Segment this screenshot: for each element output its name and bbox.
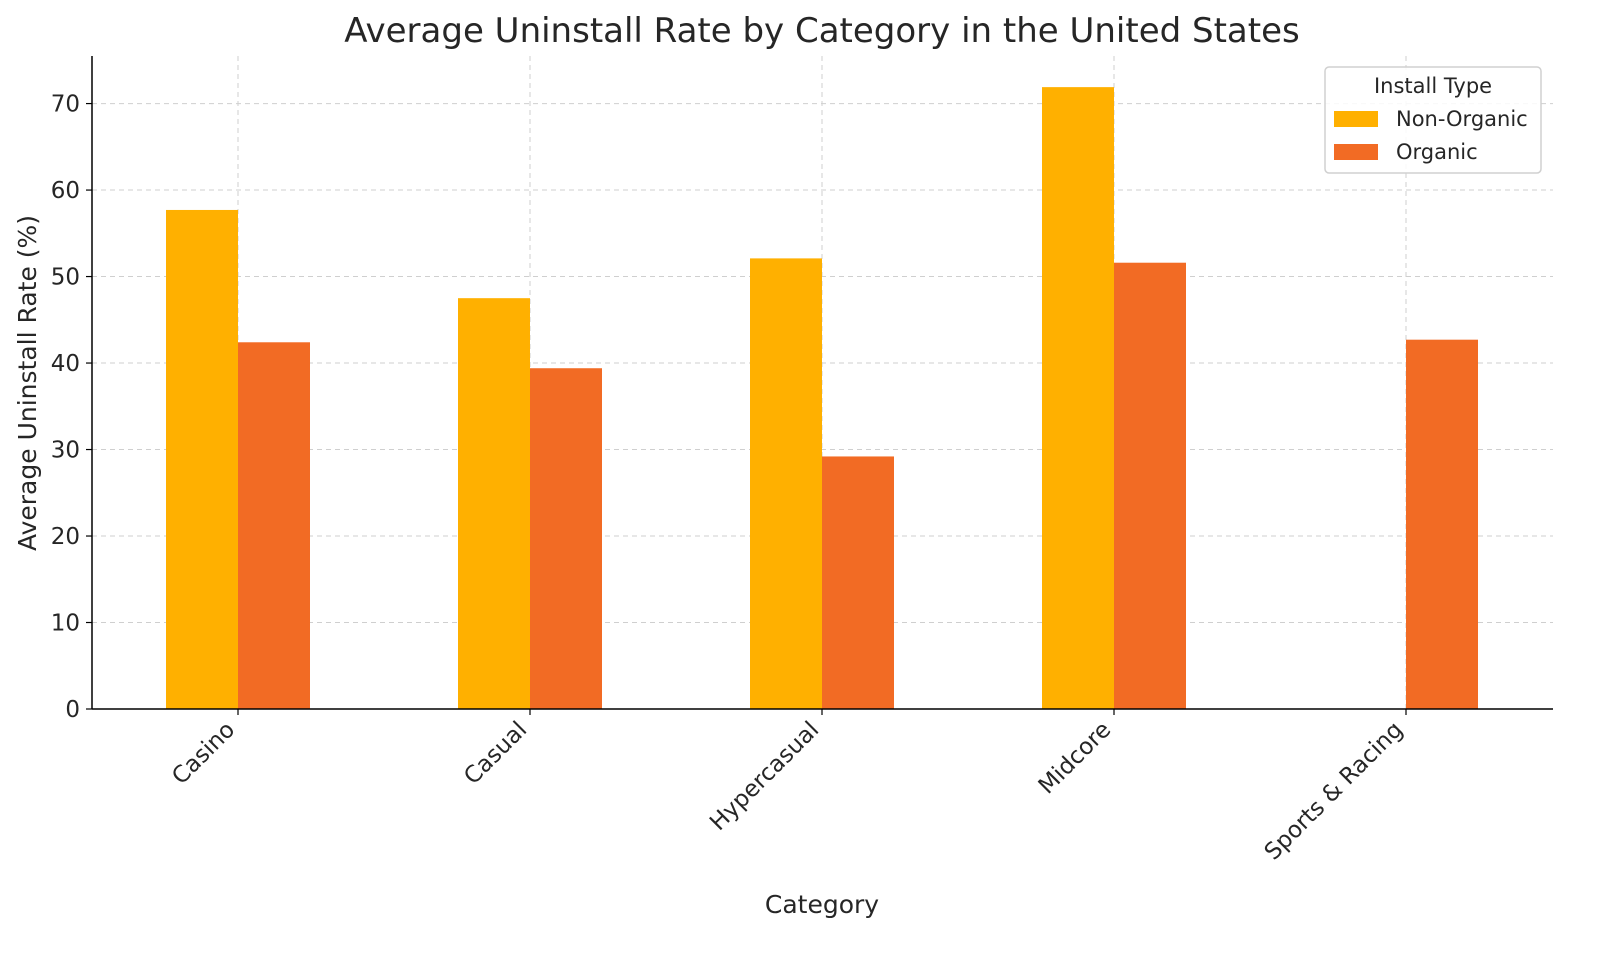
- legend: Install Type Non-Organic Organic: [1324, 66, 1542, 174]
- y-tick-label: 40: [51, 351, 80, 377]
- y-tick-label: 10: [51, 611, 80, 637]
- x-tick-label: Midcore: [1034, 717, 1116, 799]
- x-ticks: Casino Casual Hypercasual Midcore Sports & R…: [167, 709, 1408, 865]
- y-ticks: 0 10 20 30 40 50 60 70: [51, 92, 92, 723]
- legend-label-organic: Organic: [1396, 140, 1478, 164]
- x-tick-label: Casino: [167, 717, 240, 790]
- y-tick-label: 50: [51, 265, 80, 291]
- chart-title: Average Uninstall Rate by Category in th…: [344, 11, 1299, 51]
- y-tick-label: 30: [51, 438, 80, 464]
- bar-organic-casino: [238, 342, 310, 709]
- bar-non-organic-casual: [458, 298, 530, 709]
- y-tick-label: 20: [51, 524, 80, 550]
- bar-non-organic-casino: [166, 209, 238, 709]
- x-axis-title: Category: [765, 890, 879, 919]
- x-tick-label: Hypercasual: [705, 717, 824, 836]
- bar-organic-sports-racing: [1406, 339, 1478, 709]
- legend-items: Non-Organic Organic: [1334, 107, 1528, 164]
- x-tick-label: Casual: [459, 717, 532, 790]
- legend-title: Install Type: [1374, 74, 1492, 98]
- x-tick-label: Sports & Racing: [1260, 717, 1409, 866]
- y-tick-label: 60: [51, 178, 80, 204]
- y-tick-label: 70: [51, 92, 80, 118]
- bar-organic-midcore: [1114, 262, 1186, 709]
- legend-label-non-organic: Non-Organic: [1396, 107, 1528, 131]
- bar-organic-casual: [530, 368, 602, 709]
- legend-swatch-organic: [1334, 144, 1378, 160]
- y-axis-title: Average Uninstall Rate (%): [13, 215, 42, 551]
- bar-non-organic-midcore: [1042, 87, 1114, 710]
- y-tick-label: 0: [65, 697, 80, 723]
- bars: [166, 87, 1478, 710]
- legend-box: [1324, 66, 1542, 174]
- bar-non-organic-hypercasual: [750, 258, 822, 709]
- bar-organic-hypercasual: [822, 456, 894, 709]
- legend-swatch-non-organic: [1334, 111, 1378, 127]
